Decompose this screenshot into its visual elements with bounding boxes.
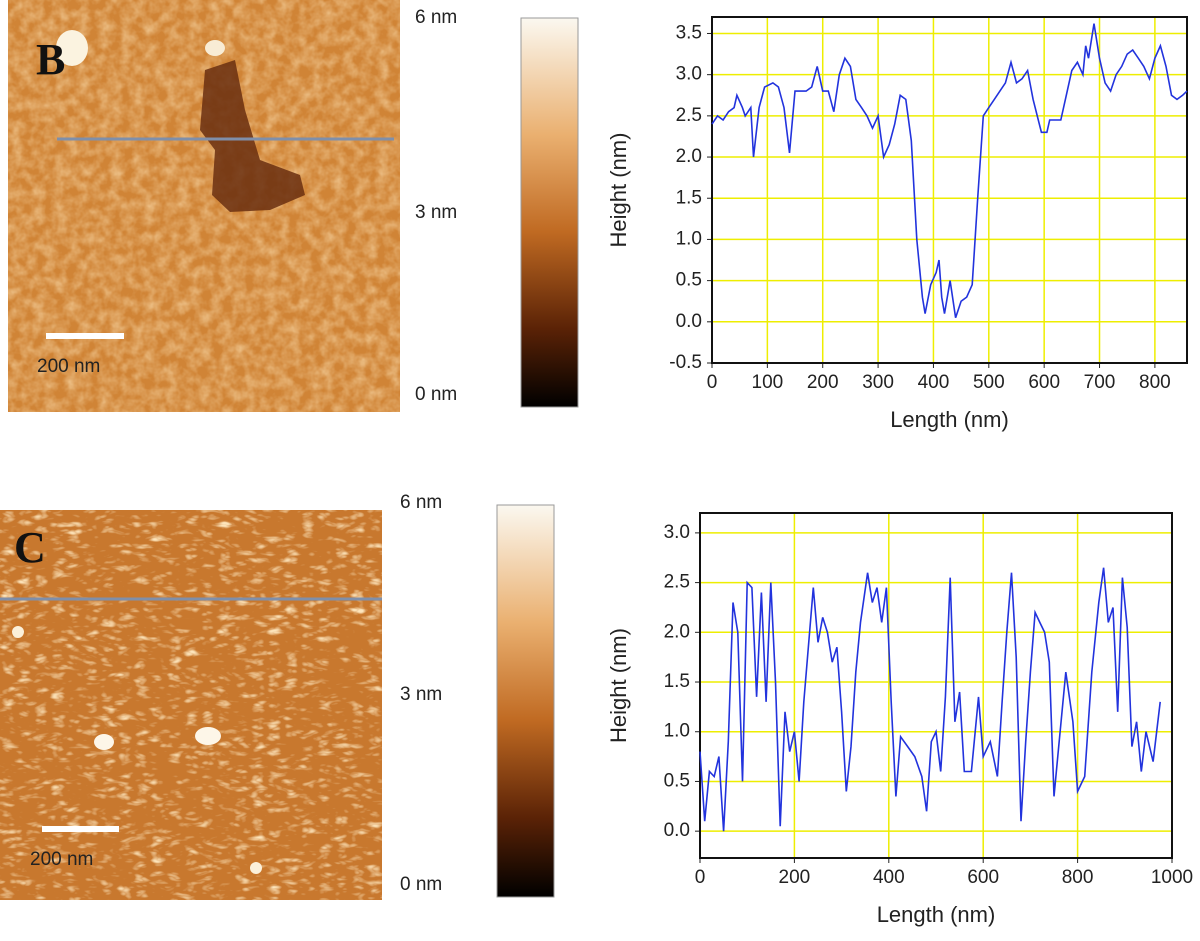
- colorbar-label: 3 nm: [400, 684, 442, 705]
- y-tick-label: -0.5: [669, 352, 702, 373]
- x-axis-title: Length (nm): [877, 902, 996, 927]
- colorbar: [496, 504, 555, 898]
- x-tick-label: 600: [1028, 372, 1060, 393]
- x-axis-title: Length (nm): [890, 407, 1009, 432]
- x-tick-label: 0: [695, 867, 706, 888]
- x-tick-label: 300: [862, 372, 894, 393]
- x-tick-label: 800: [1062, 867, 1094, 888]
- y-tick-label: 2.5: [664, 572, 690, 593]
- y-tick-label: 0.5: [676, 270, 702, 291]
- y-tick-label: 1.0: [664, 721, 690, 742]
- y-tick-label: 0.0: [676, 311, 702, 332]
- y-tick-label: 3.5: [676, 22, 702, 43]
- colorbar-label: 6 nm: [415, 7, 457, 28]
- y-tick-label: 0.0: [664, 820, 690, 841]
- y-tick-label: 1.0: [676, 228, 702, 249]
- plot-frame: [699, 512, 1173, 859]
- y-tick-label: 2.0: [664, 621, 690, 642]
- colorbar-label: 6 nm: [400, 492, 442, 513]
- x-tick-label: 700: [1084, 372, 1116, 393]
- y-tick-label: 0.5: [664, 770, 690, 791]
- colorbar-label: 0 nm: [400, 874, 442, 895]
- colorbar: [520, 17, 579, 408]
- plot-area: [712, 17, 1187, 363]
- y-tick-label: 3.0: [664, 522, 690, 543]
- x-tick-label: 200: [807, 372, 839, 393]
- x-tick-label: 0: [707, 372, 718, 393]
- y-tick-label: 1.5: [676, 187, 702, 208]
- x-tick-label: 200: [779, 867, 811, 888]
- y-tick-label: 3.0: [676, 64, 702, 85]
- x-tick-label: 1000: [1151, 867, 1193, 888]
- colorbar-label: 0 nm: [415, 384, 457, 405]
- profile-line: [699, 567, 1161, 832]
- y-tick-label: 1.5: [664, 671, 690, 692]
- plot-frame: [711, 16, 1188, 364]
- afm-image: [0, 510, 382, 900]
- x-tick-label: 100: [752, 372, 784, 393]
- panel-label: B: [36, 35, 65, 84]
- x-tick-label: 400: [873, 867, 905, 888]
- y-tick-label: 2.5: [676, 105, 702, 126]
- panel-label: C: [14, 523, 46, 572]
- scale-bar-label: 200 nm: [30, 849, 93, 870]
- x-tick-label: 600: [967, 867, 999, 888]
- profile-line: [711, 23, 1188, 318]
- afm-image: [8, 0, 400, 412]
- x-tick-label: 500: [973, 372, 1005, 393]
- y-axis-title: Height (nm): [606, 133, 631, 248]
- x-tick-label: 400: [918, 372, 950, 393]
- scale-bar-label: 200 nm: [37, 356, 100, 377]
- x-tick-label: 800: [1139, 372, 1171, 393]
- y-tick-label: 2.0: [676, 146, 702, 167]
- colorbar-label: 3 nm: [415, 202, 457, 223]
- plot-area: [700, 513, 1172, 858]
- y-axis-title: Height (nm): [606, 628, 631, 743]
